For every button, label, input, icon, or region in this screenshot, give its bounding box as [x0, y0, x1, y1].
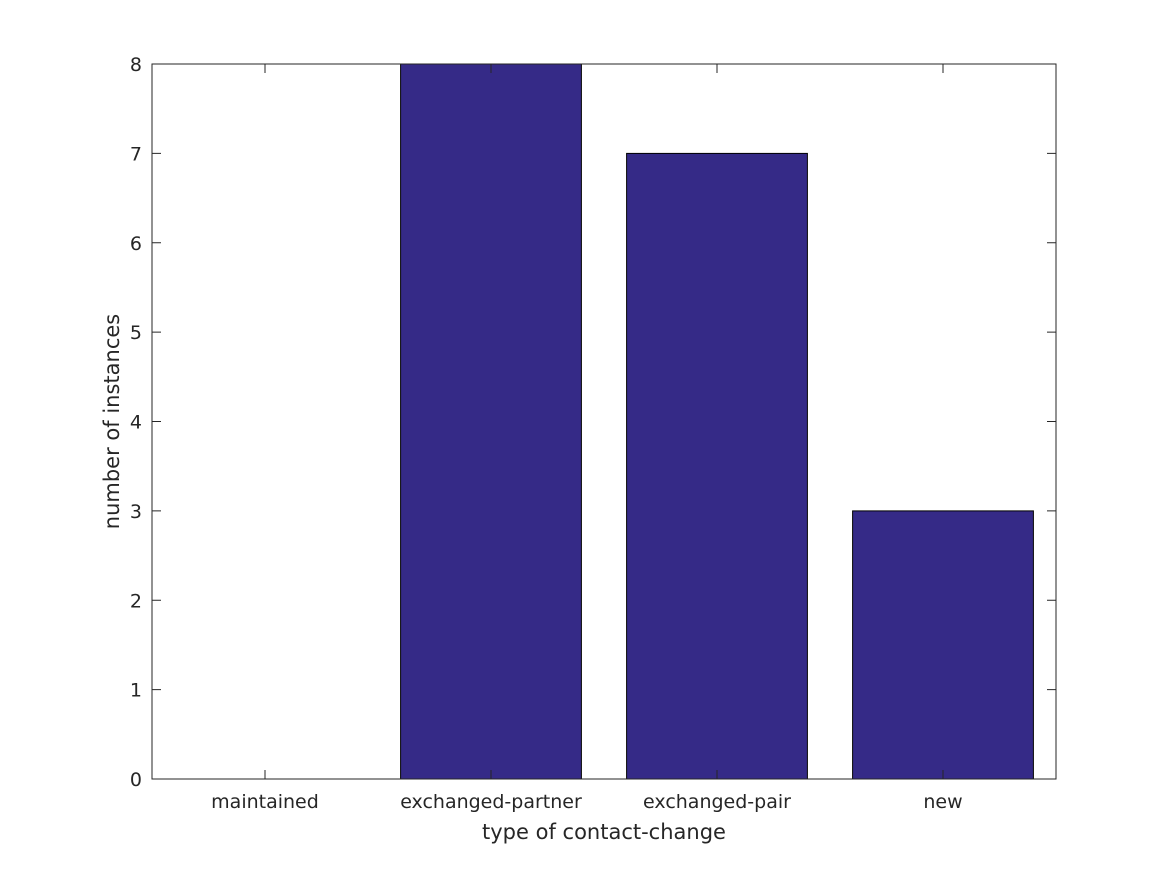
- x-axis-label: type of contact-change: [482, 820, 726, 844]
- x-tick-label-new: new: [923, 791, 962, 813]
- y-tick-labels: 0 1 2 3 4 5 6 7 8: [130, 54, 142, 791]
- x-tick-label-exchanged-pair: exchanged-pair: [643, 791, 791, 813]
- bar-exchanged-pair: [626, 152, 808, 780]
- y-tick-label-5: 5: [130, 322, 142, 344]
- bar-exchanged-partner: [400, 63, 582, 780]
- y-tick-label-8: 8: [130, 54, 142, 76]
- y-tick-label-2: 2: [130, 590, 142, 612]
- y-axis-label: number of instances: [100, 314, 124, 529]
- y-tick-label-1: 1: [130, 680, 142, 702]
- y-tick-label-0: 0: [130, 769, 142, 791]
- y-tick-label-6: 6: [130, 233, 142, 255]
- y-tick-label-7: 7: [130, 143, 142, 165]
- plot-frame: [151, 63, 1057, 780]
- x-tick-label-exchanged-partner: exchanged-partner: [400, 791, 582, 813]
- bars-group: [400, 63, 1034, 780]
- x-tick-labels: maintained exchanged-partner exchanged-pai…: [211, 791, 962, 813]
- x-tick-label-maintained: maintained: [211, 791, 319, 813]
- bar-new: [852, 510, 1034, 780]
- y-tick-label-4: 4: [130, 412, 142, 434]
- y-tick-label-3: 3: [130, 501, 142, 523]
